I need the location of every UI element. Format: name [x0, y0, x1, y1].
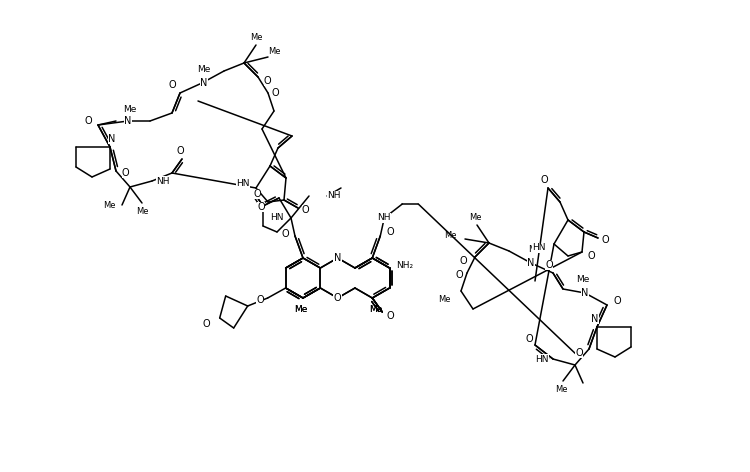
Text: O: O	[540, 175, 548, 185]
Text: HN: HN	[236, 179, 250, 188]
Text: N: N	[581, 288, 589, 298]
Text: O: O	[272, 88, 280, 98]
Text: HN: HN	[271, 213, 284, 222]
Text: O: O	[254, 189, 261, 199]
Text: Me: Me	[197, 65, 211, 74]
Text: Me: Me	[576, 275, 590, 284]
Text: O: O	[176, 146, 184, 156]
Text: O: O	[84, 116, 92, 126]
Text: O: O	[386, 227, 394, 237]
Text: O: O	[525, 334, 532, 344]
Text: HN: HN	[532, 244, 546, 253]
Text: Me: Me	[445, 230, 457, 239]
Text: N: N	[334, 253, 341, 263]
Text: O: O	[588, 251, 596, 261]
Text: O: O	[334, 293, 341, 303]
Text: N: N	[591, 314, 598, 324]
Text: O: O	[256, 295, 264, 305]
Text: N: N	[200, 78, 208, 88]
Text: Me: Me	[294, 305, 307, 314]
Text: O: O	[386, 311, 394, 321]
Text: O: O	[613, 296, 621, 306]
Text: Me: Me	[268, 48, 280, 57]
Text: O: O	[122, 168, 130, 178]
Text: O: O	[302, 205, 310, 215]
Text: O: O	[281, 229, 289, 239]
Text: Me: Me	[370, 305, 383, 314]
Text: O: O	[264, 76, 272, 86]
Text: Me: Me	[294, 305, 307, 314]
Text: Me: Me	[528, 244, 542, 253]
Text: N: N	[124, 116, 132, 126]
Text: NH₂: NH₂	[397, 261, 414, 270]
Text: Me: Me	[123, 104, 136, 113]
Text: NH: NH	[156, 177, 170, 185]
Text: Me: Me	[439, 295, 451, 303]
Text: N: N	[108, 134, 116, 144]
Text: O: O	[168, 80, 176, 90]
Text: O: O	[386, 311, 394, 321]
Text: Me: Me	[555, 385, 567, 394]
Text: O: O	[459, 256, 467, 266]
Text: NH: NH	[327, 192, 340, 201]
Text: O: O	[455, 270, 463, 280]
Text: Me: Me	[104, 201, 116, 210]
Text: Me: Me	[136, 207, 148, 216]
Text: Me: Me	[370, 305, 383, 314]
Text: NH: NH	[377, 213, 391, 222]
Text: N: N	[334, 253, 341, 263]
Text: N: N	[527, 258, 535, 268]
Text: O: O	[202, 319, 210, 329]
Text: HN: HN	[536, 354, 549, 363]
Text: O: O	[602, 235, 610, 245]
Text: O: O	[545, 260, 553, 270]
Text: O: O	[257, 202, 265, 212]
Text: O: O	[334, 293, 341, 303]
Text: NH₂: NH₂	[397, 261, 414, 270]
Text: Me: Me	[250, 33, 262, 42]
Text: Me: Me	[469, 212, 482, 221]
Text: O: O	[575, 348, 583, 358]
